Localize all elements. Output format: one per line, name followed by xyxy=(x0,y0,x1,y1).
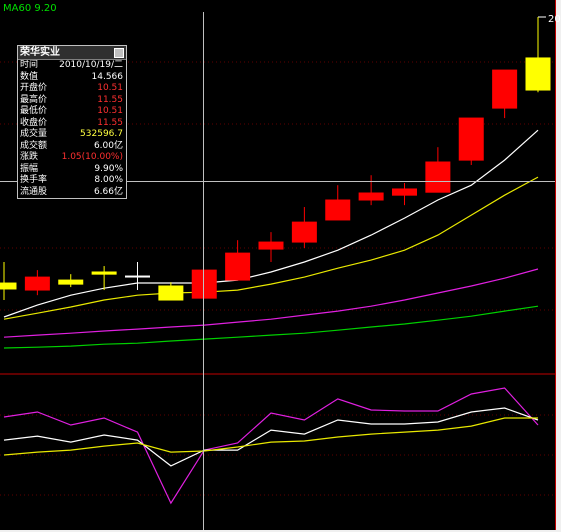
info-label: 成交额 xyxy=(20,140,48,151)
close-button[interactable] xyxy=(114,48,124,58)
stock-name: 荣华实业 xyxy=(20,47,60,58)
info-label: 最高价 xyxy=(20,94,48,105)
info-label: 数值 xyxy=(20,71,39,82)
candle-body xyxy=(225,252,251,281)
info-row: 最低价 10.51 xyxy=(18,106,126,118)
info-row: 成交额 6.00亿 xyxy=(18,141,126,153)
info-value: 6.00亿 xyxy=(93,140,123,151)
candle-body xyxy=(191,269,217,299)
info-value: 11.55 xyxy=(97,117,123,128)
info-label: 收盘价 xyxy=(20,117,48,128)
candle-body xyxy=(291,221,317,243)
info-row: 换手率 8.00% xyxy=(18,175,126,187)
high-label: 20 xyxy=(548,14,561,25)
candle-body xyxy=(158,285,184,301)
info-panel[interactable]: 荣华实业 时间 2010/10/19/二数值 14.566 开盘价 10.51 最高价 11… xyxy=(17,45,127,199)
info-value: 9.90% xyxy=(94,163,123,174)
ma-line xyxy=(3,417,538,456)
candle-body xyxy=(358,192,384,201)
info-value: 10.51 xyxy=(97,83,123,93)
candle-body xyxy=(458,117,484,161)
info-value: 8.00% xyxy=(94,175,123,185)
info-row: 涨跌 1.05(10.00%) xyxy=(18,152,126,164)
info-row: 收盘价 11.55 xyxy=(18,118,126,130)
info-value: 532596.7 xyxy=(80,129,123,139)
candle-body xyxy=(258,241,284,250)
info-label: 涨跌 xyxy=(20,152,39,162)
info-value: 6.66亿 xyxy=(93,186,123,197)
plot xyxy=(0,16,551,505)
ma-line xyxy=(3,407,539,467)
info-value: 14.566 xyxy=(91,71,124,82)
info-row: 最高价 11.55 xyxy=(18,95,126,107)
info-value: 10.51 xyxy=(97,106,123,116)
info-label: 最低价 xyxy=(20,106,48,116)
ma-line xyxy=(3,176,539,320)
candle-body xyxy=(125,275,150,278)
candle-body xyxy=(492,69,518,109)
candle-body xyxy=(392,188,417,196)
ma-label: MA60 9.20 xyxy=(3,3,57,14)
info-label: 振幅 xyxy=(20,163,39,174)
info-row: 时间 2010/10/19/二 xyxy=(18,60,126,72)
candle-body xyxy=(425,161,451,193)
info-row: 成交量 532596.7 xyxy=(18,129,126,141)
candle-body xyxy=(24,276,50,291)
candle-body xyxy=(525,57,551,91)
info-value: 2010/10/19/二 xyxy=(59,60,123,70)
info-label: 时间 xyxy=(20,60,39,70)
ma-line xyxy=(3,129,539,318)
info-label: 流通股 xyxy=(20,186,48,197)
info-label: 换手率 xyxy=(20,175,48,185)
info-row: 数值 14.566 xyxy=(18,72,126,84)
ma-line xyxy=(3,305,539,349)
info-row: 开盘价 10.51 xyxy=(18,83,126,95)
info-value: 11.55 xyxy=(97,94,123,105)
info-label: 成交量 xyxy=(20,129,48,139)
info-rows: 时间 2010/10/19/二 数值 14.566 开盘价 10.51 最高价 11.55 最低… xyxy=(18,60,126,198)
ma-line xyxy=(3,268,539,338)
candle-body xyxy=(0,282,17,290)
info-row: 振幅 9.90% xyxy=(18,164,126,176)
ma-line xyxy=(3,387,539,505)
candle-body xyxy=(91,271,117,275)
candle-body xyxy=(325,199,351,221)
candle-body xyxy=(58,279,84,285)
info-row: 流通股 6.66亿 xyxy=(18,187,126,199)
info-label: 开盘价 xyxy=(20,83,48,93)
info-title: 荣华实业 xyxy=(18,46,126,60)
info-value: 1.05(10.00%) xyxy=(61,152,123,162)
